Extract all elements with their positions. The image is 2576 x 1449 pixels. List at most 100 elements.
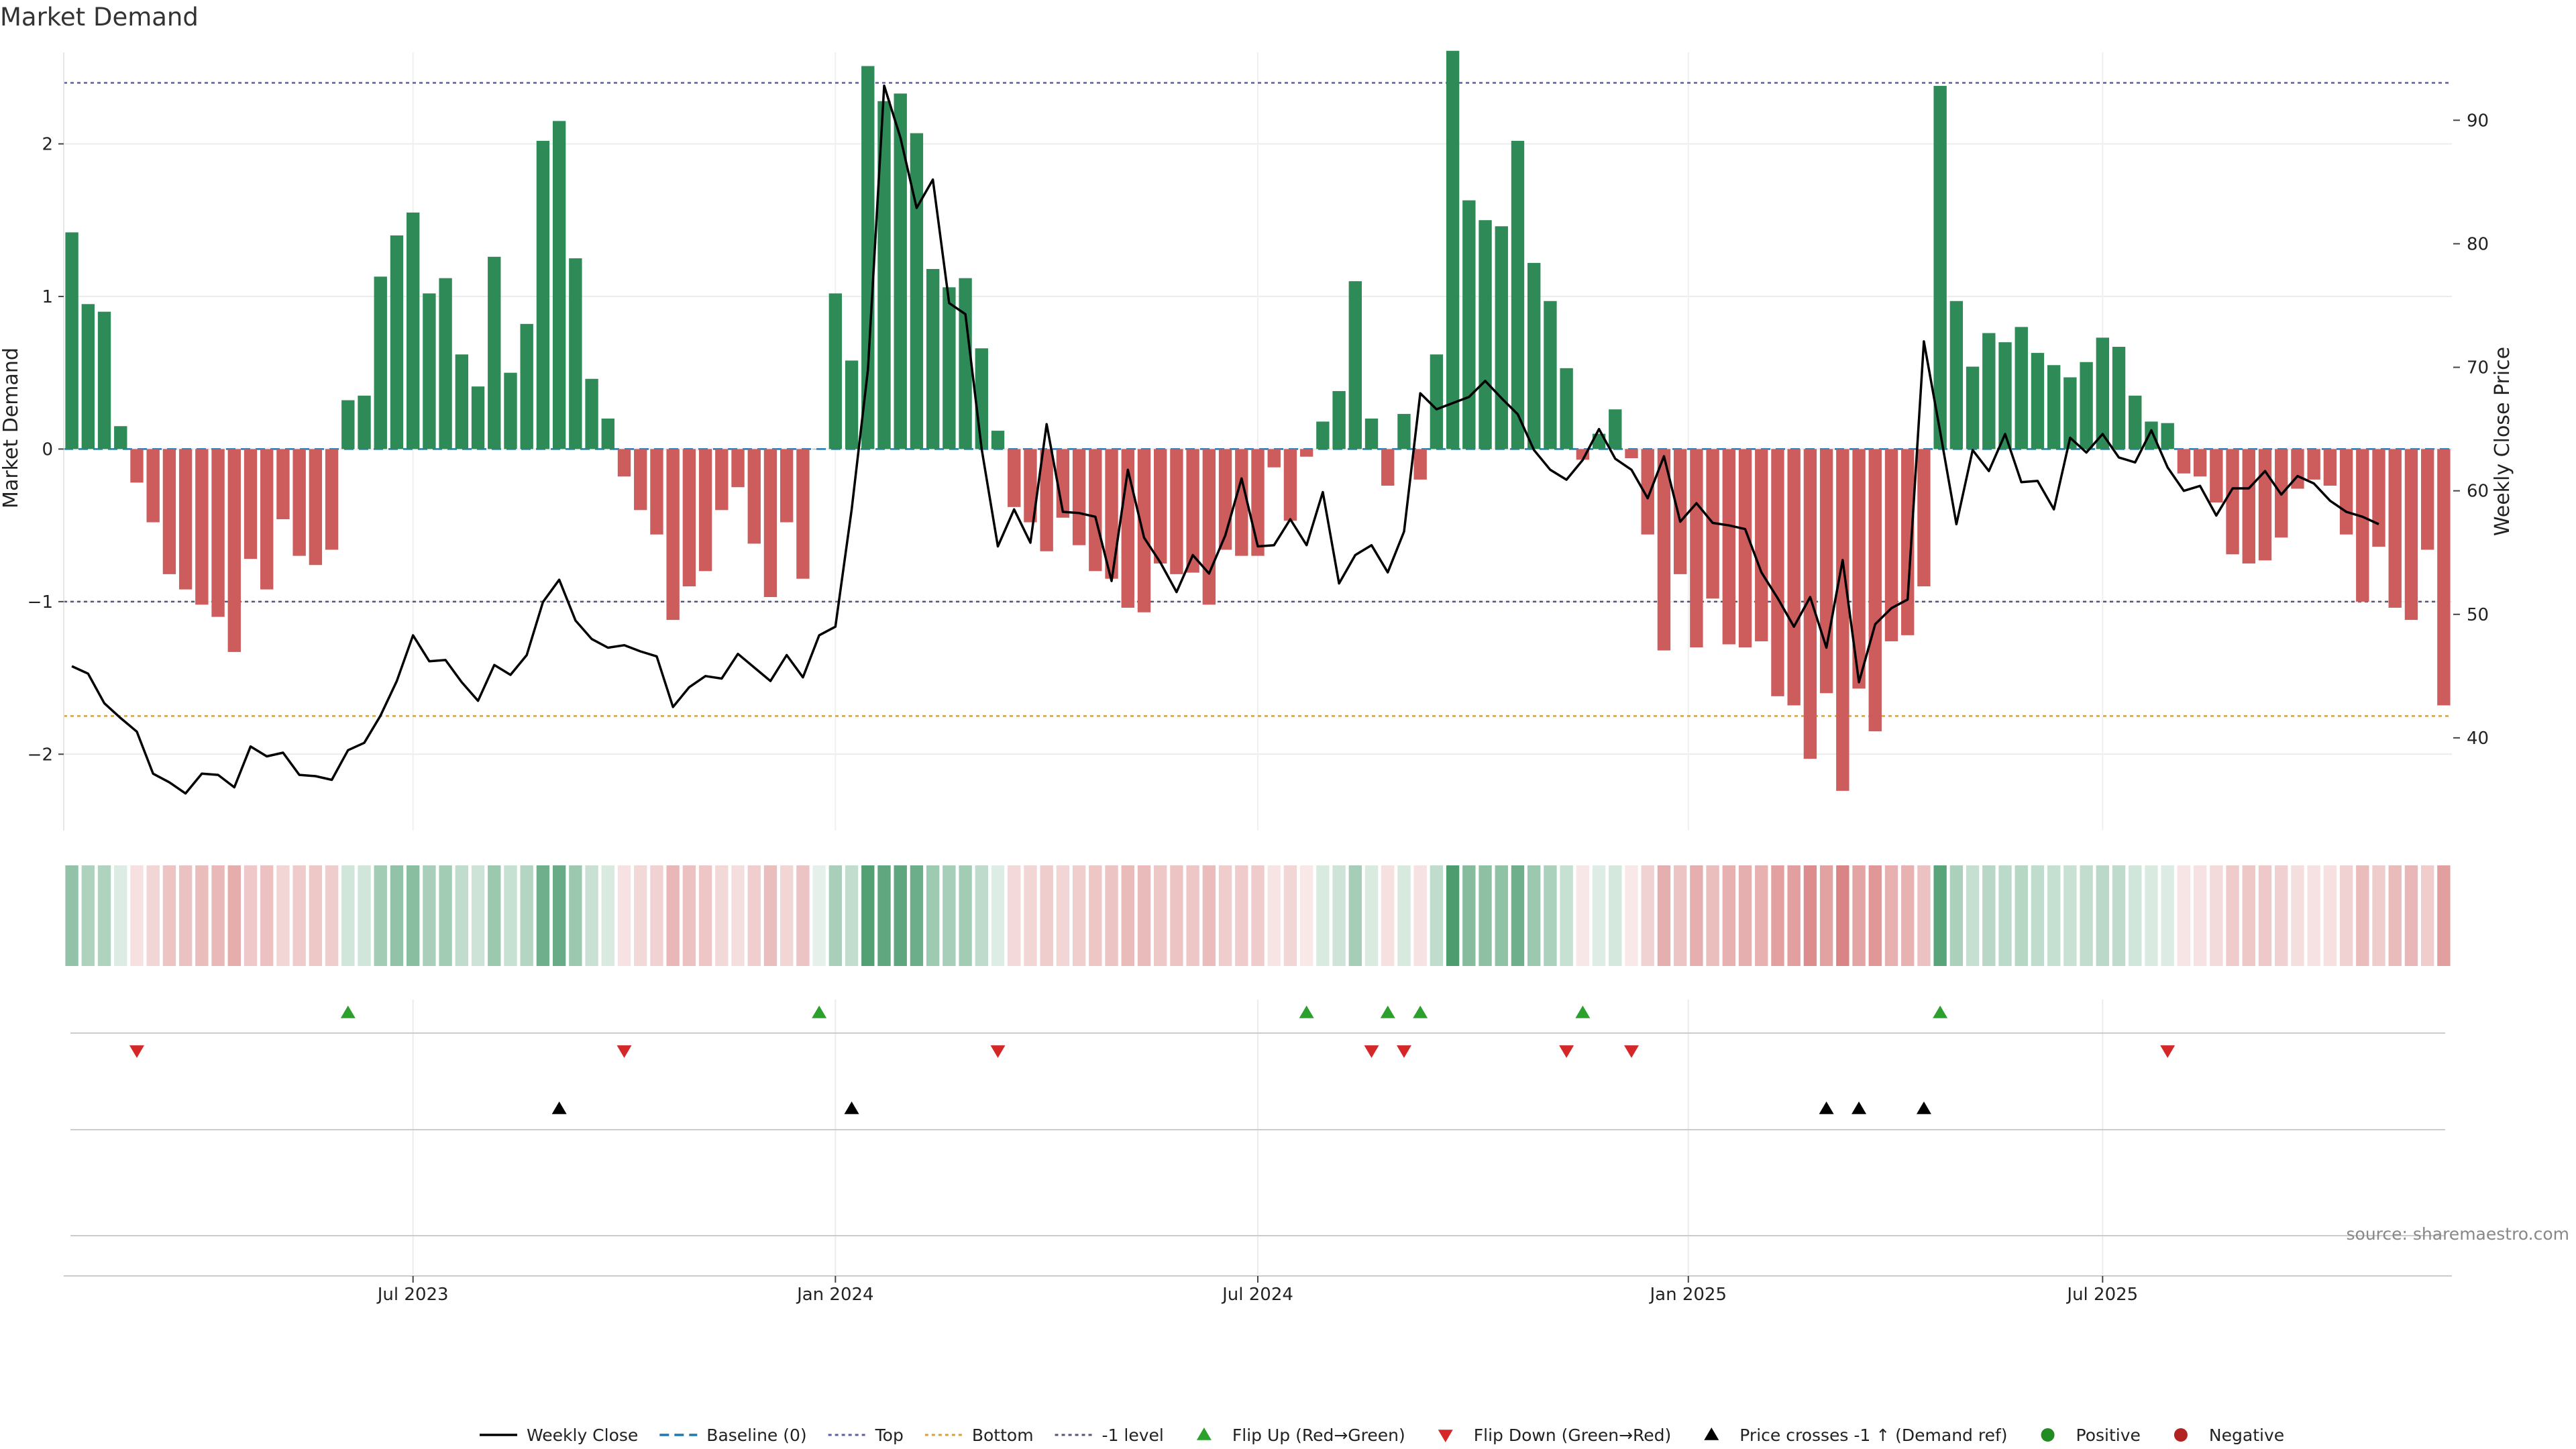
demand-bar [634, 449, 647, 511]
demand-bar [504, 372, 517, 449]
demand-bar [1040, 449, 1053, 551]
demand-bar [2307, 449, 2320, 480]
demand-bar [162, 449, 176, 574]
heat-cell [2291, 865, 2304, 966]
demand-bar [2210, 449, 2223, 502]
demand-bar [1089, 449, 1102, 572]
demand-bar [910, 133, 924, 449]
heat-cell [1202, 865, 1216, 966]
heat-cell [1884, 865, 1898, 966]
heat-cell [698, 865, 712, 966]
demand-bar [2177, 449, 2191, 474]
demand-bar [1949, 301, 1964, 449]
legend-label: Flip Down (Green→Red) [1474, 1426, 1672, 1445]
legend-label: Negative [2209, 1426, 2284, 1445]
heat-cell [1868, 865, 1882, 966]
heat-cell [845, 865, 859, 966]
heat-cell [1609, 865, 1622, 966]
heat-cell [1040, 865, 1053, 966]
heat-cell [1446, 865, 1460, 966]
heat-cell [1186, 865, 1199, 966]
demand-bar [292, 449, 306, 556]
demand-bar [715, 449, 729, 511]
demand-bar [1933, 86, 1947, 449]
heat-cell [2258, 865, 2272, 966]
demand-bar [747, 449, 761, 544]
heat-cell [1625, 865, 1638, 966]
demand-bar [114, 426, 127, 449]
demand-bar [374, 276, 387, 449]
heat-cell [2437, 865, 2451, 966]
heat-cell [146, 865, 160, 966]
legend-label: Bottom [972, 1426, 1034, 1445]
demand-bar [682, 449, 696, 587]
heat-cell [1154, 865, 1167, 966]
demand-bar [926, 268, 940, 449]
heat-cell [374, 865, 387, 966]
demand-bar [796, 449, 810, 579]
heat-cell [227, 865, 241, 966]
heat-cell [601, 865, 614, 966]
heat-cell [1479, 865, 1492, 966]
demand-bar [276, 449, 290, 519]
demand-bar [1316, 421, 1330, 449]
legend-item: Negative [2174, 1426, 2284, 1445]
demand-bar [2193, 449, 2207, 477]
demand-bar [2242, 449, 2255, 564]
heat-cell [2242, 865, 2255, 966]
legend-item: Flip Up (Red→Green) [1196, 1426, 1405, 1445]
heat-cell [2372, 865, 2385, 966]
demand-bar [877, 101, 891, 449]
demand-bar [2063, 377, 2077, 449]
demand-bar [617, 449, 631, 477]
heat-cell [211, 865, 225, 966]
heat-cell [715, 865, 729, 966]
legend-triangle-up-icon [1196, 1428, 1212, 1440]
demand-bar [2096, 337, 2110, 449]
demand-bar [1267, 449, 1281, 468]
heat-cell [455, 865, 469, 966]
flip-up-marker [1933, 1006, 1948, 1018]
heat-cell [2015, 865, 2028, 966]
demand-bar [146, 449, 160, 523]
demand-bar [1235, 449, 1248, 556]
demand-bar [1609, 409, 1622, 449]
demand-bar [65, 232, 78, 449]
demand-bar [211, 449, 225, 617]
demand-bar [975, 348, 988, 449]
heat-cell [2096, 865, 2110, 966]
heat-cell [1982, 865, 1996, 966]
demand-bar [1137, 449, 1151, 612]
heat-cell [1722, 865, 1735, 966]
demand-bar [894, 93, 907, 449]
heat-cell [1527, 865, 1541, 966]
x-tick-label: Jul 2024 [1221, 1285, 1293, 1305]
legend-triangle-up-icon [1704, 1428, 1719, 1440]
heat-cell [812, 865, 826, 966]
heat-cell [2161, 865, 2174, 966]
heat-cell [2063, 865, 2077, 966]
demand-bar [2356, 449, 2369, 602]
heat-cell [1218, 865, 1232, 966]
heat-cell [2112, 865, 2126, 966]
heat-cell [2356, 865, 2369, 966]
heat-cell [1949, 865, 1964, 966]
heat-cell [617, 865, 631, 966]
legend-item: Weekly Close [480, 1426, 638, 1445]
demand-bar [1787, 449, 1801, 706]
heat-cell [2404, 865, 2418, 966]
heat-cell [861, 865, 875, 966]
heat-cell [585, 865, 598, 966]
demand-bar [1884, 449, 1898, 641]
legend-item: Flip Down (Green→Red) [1438, 1426, 1672, 1445]
legend-label: Flip Up (Red→Green) [1232, 1426, 1405, 1445]
heat-cell [1056, 865, 1070, 966]
demand-bar [1479, 220, 1492, 449]
heat-cell [2145, 865, 2158, 966]
heat-cell [796, 865, 810, 966]
heat-cell [1755, 865, 1768, 966]
demand-bar [2420, 449, 2434, 550]
price-cross-marker [551, 1102, 567, 1114]
heat-cell [1592, 865, 1606, 966]
flip-down-marker [2160, 1045, 2176, 1058]
